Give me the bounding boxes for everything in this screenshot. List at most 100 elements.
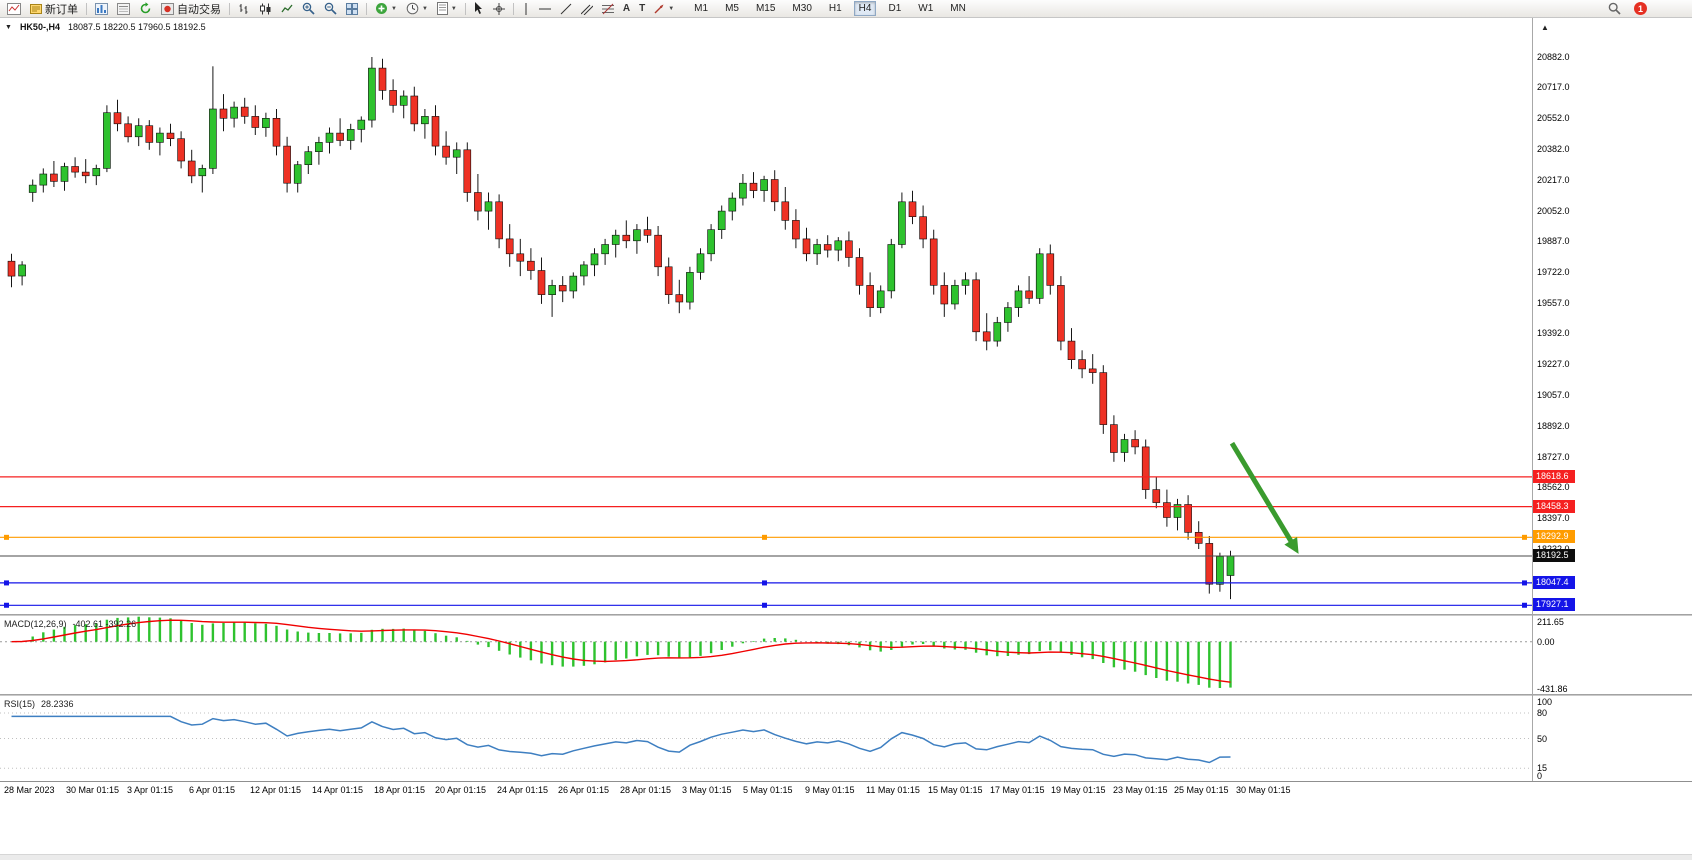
rsi-label: RSI(15) [4,699,36,709]
refresh-button[interactable] [135,1,156,17]
rsi-value: 28.2336 [41,699,74,709]
rsi-pane[interactable] [0,696,1532,781]
timeframe-mn-button[interactable]: MN [945,1,971,16]
hline-handle[interactable] [4,534,9,540]
indicators-icon [375,2,388,15]
time-axis-label: 15 May 01:15 [928,785,983,795]
macd-axis-label: 211.65 [1537,617,1564,627]
time-axis-label: 18 Apr 01:15 [374,785,426,795]
time-axis-label: 3 May 01:15 [682,785,732,795]
autotrade-button[interactable]: 自动交易 [157,1,225,17]
line-chart-button[interactable] [277,1,297,17]
horizontal-line-icon [538,5,551,13]
horizontal-line-button[interactable] [535,1,555,17]
crosshair-button[interactable] [489,1,509,17]
trendline-button[interactable] [556,1,576,17]
crosshair-icon [492,2,505,15]
timeframe-m1-button[interactable]: M1 [689,1,713,16]
timeframe-m5-button[interactable]: M5 [720,1,744,16]
price-axis-label: 19887.0 [1537,236,1570,246]
periods-button[interactable]: ▼ [402,1,432,17]
chart-window-button[interactable] [3,1,25,17]
price-axis-border [1532,18,1533,781]
time-axis-label: 19 May 01:15 [1051,785,1106,795]
rsi-axis-label: 15 [1537,763,1548,773]
pane-divider[interactable] [0,694,1692,696]
text-label-button[interactable]: T [635,1,649,17]
candlestick-chart-button[interactable] [255,1,276,17]
price-axis-label: 18397.0 [1537,513,1570,523]
timeframe-h4-button[interactable]: H4 [853,1,877,16]
timeframe-h1-button[interactable]: H1 [824,1,847,16]
price-axis-label: 20052.0 [1537,206,1570,216]
autotrade-label: 自动交易 [177,3,221,16]
timeframe-d1-button[interactable]: D1 [883,1,906,16]
fibonacci-button[interactable] [598,1,618,17]
cursor-button[interactable] [470,1,488,17]
hline-handle[interactable] [762,534,767,540]
price-axis-label: 19557.0 [1537,298,1570,308]
zoom-in-button[interactable] [298,1,319,17]
symbol-dropdown-icon[interactable]: ▼ [5,23,12,31]
price-axis-label: 19392.0 [1537,328,1570,338]
hline-handle[interactable] [762,602,767,608]
tile-windows-button[interactable] [342,1,362,17]
scroll-to-end-icon[interactable]: ▲ [1541,23,1549,32]
templates-button[interactable]: ▼ [433,1,461,17]
time-axis[interactable]: 28 Mar 2023 30 Mar 01:15 3 Apr 01:15 6 Apr … [0,782,1692,799]
text-icon: A [622,2,631,14]
hline-handle[interactable] [4,580,9,586]
text-button[interactable]: A [619,1,634,17]
hline-handle[interactable] [1522,534,1527,540]
pane-divider[interactable] [0,614,1692,616]
zoom-in-icon [302,2,315,15]
rsi-axis-label: 80 [1537,708,1548,718]
time-axis-label: 12 Apr 01:15 [250,785,302,795]
hline-handle[interactable] [1522,602,1527,608]
hline-handle[interactable] [1522,580,1527,586]
trend-arrow[interactable] [1229,441,1297,548]
timeframe-m30-button[interactable]: M30 [787,1,816,16]
refresh-icon [139,2,152,15]
chevron-down-icon: ▼ [391,5,397,12]
arrows-button[interactable]: ▼ [650,1,678,17]
macd-label-row: MACD(12,26,9) -402.61 -392.26 [4,619,136,629]
notification-badge[interactable]: 1 [1634,2,1647,15]
time-axis-label: 20 Apr 01:15 [435,785,487,795]
price-tag-17927.1: 17927.1 [1533,598,1575,611]
trendline-icon [560,3,572,15]
price-tag-18458.3: 18458.3 [1533,500,1575,513]
timeframe-m15-button[interactable]: M15 [751,1,780,16]
main-price-chart[interactable] [0,18,1532,614]
arrow-tool-icon [654,3,665,14]
indicators-button[interactable]: ▼ [371,1,401,17]
vertical-line-button[interactable] [518,1,534,17]
zoom-out-button[interactable] [320,1,341,17]
search-icon [1608,2,1621,15]
price-axis-label: 18892.0 [1537,421,1570,431]
bar-chart-button[interactable] [234,1,254,17]
hline-handle[interactable] [4,602,9,608]
channel-button[interactable] [577,1,597,17]
text-label-icon: T [639,2,646,14]
timeframe-toolbar: M1 M5 M15 M30 H1 H4 D1 W1 MN [689,1,971,16]
time-axis-label: 28 Apr 01:15 [620,785,672,795]
hline-handle[interactable] [762,580,767,586]
price-tag-18618.6: 18618.6 [1533,470,1575,483]
time-axis-label: 14 Apr 01:15 [312,785,364,795]
candlestick-icon [259,3,272,15]
price-axis-label: 18727.0 [1537,452,1570,462]
time-axis-label: 6 Apr 01:15 [189,785,236,795]
price-tag-18047.4: 18047.4 [1533,576,1575,589]
new-order-button[interactable]: 新订单 [26,1,82,17]
timeframe-w1-button[interactable]: W1 [913,1,938,16]
macd-pane[interactable] [0,616,1532,694]
macd-histogram [20,616,1232,688]
market-watch-button[interactable] [91,1,112,17]
data-window-button[interactable] [113,1,134,17]
search-button[interactable] [1604,1,1625,17]
rsi-axis-label: 50 [1537,734,1548,744]
symbol-label: HK50-,H4 [19,22,60,32]
chevron-down-icon: ▼ [668,5,675,12]
